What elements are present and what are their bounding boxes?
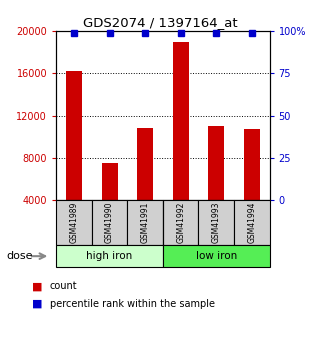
Bar [173,42,189,242]
Bar [56,200,92,245]
Text: dose: dose [6,251,33,261]
Text: GSM41990: GSM41990 [105,202,114,243]
Text: low iron: low iron [195,251,237,261]
Bar [127,200,163,245]
Bar [137,128,153,242]
Text: ■: ■ [32,299,43,308]
Text: count: count [50,282,77,291]
Bar [163,200,198,245]
Bar [234,200,270,245]
Bar [92,200,127,245]
Text: ■: ■ [32,282,43,291]
Bar [56,245,163,267]
Text: GSM41991: GSM41991 [141,202,150,243]
Text: GSM41992: GSM41992 [176,202,185,243]
Text: GDS2074 / 1397164_at: GDS2074 / 1397164_at [83,16,238,29]
Bar [198,200,234,245]
Bar [66,71,82,242]
Text: high iron: high iron [86,251,133,261]
Text: GSM41993: GSM41993 [212,202,221,243]
Text: GSM41989: GSM41989 [69,202,78,243]
Bar [244,129,260,242]
Bar [101,163,117,242]
Text: percentile rank within the sample: percentile rank within the sample [50,299,215,308]
Bar [208,126,224,242]
Text: GSM41994: GSM41994 [247,202,256,243]
Bar [163,245,270,267]
